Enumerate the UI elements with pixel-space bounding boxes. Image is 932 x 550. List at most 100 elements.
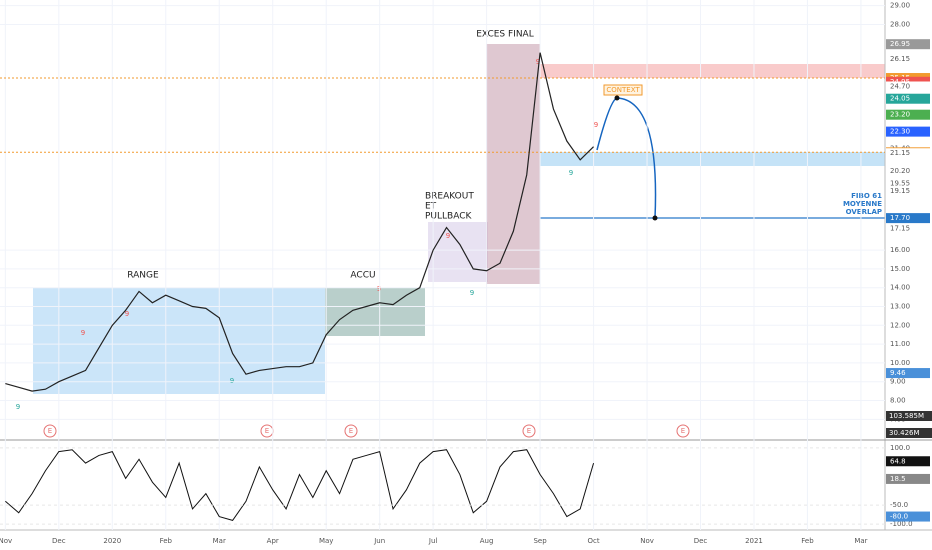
earnings-marker bbox=[43, 424, 57, 438]
price-tag: 19.15 bbox=[890, 187, 910, 195]
price-tag: 20.20 bbox=[890, 167, 910, 175]
exces-box bbox=[486, 44, 540, 284]
count-label: 9 bbox=[81, 329, 85, 337]
price-tag: 64.8 bbox=[890, 457, 906, 465]
y-tick-label: 100.0 bbox=[890, 444, 910, 452]
annotation: OVERLAP bbox=[846, 208, 882, 216]
earnings-marker bbox=[676, 424, 690, 438]
price-tag-bg bbox=[886, 223, 930, 234]
supply-zone bbox=[540, 64, 885, 78]
breakout-box bbox=[428, 222, 488, 282]
x-tick-label: Feb bbox=[160, 537, 173, 545]
price-tag: 24.70 bbox=[890, 82, 910, 90]
y-tick-label: 12.00 bbox=[890, 321, 910, 329]
price-tag-bg bbox=[886, 511, 930, 522]
price-tag-bg bbox=[886, 148, 930, 159]
earnings-marker bbox=[344, 424, 358, 438]
annotation: BREAKOUT bbox=[425, 192, 474, 202]
x-tick-label: Mar bbox=[213, 537, 226, 545]
price-tag-bg bbox=[886, 109, 930, 120]
x-tick-label: 2020 bbox=[103, 537, 121, 545]
price-tag-bg bbox=[886, 456, 930, 467]
annotation: ACCU bbox=[350, 271, 375, 281]
earnings-marker bbox=[522, 424, 536, 438]
volume-tag: 30.426M bbox=[889, 429, 920, 437]
price-tag: 17.15 bbox=[890, 224, 910, 232]
x-tick-label: May bbox=[319, 537, 333, 545]
count-label: 9 bbox=[230, 377, 234, 385]
price-tag: 18.5 bbox=[890, 475, 906, 483]
price-tag-bg bbox=[886, 178, 930, 189]
price-tag-bg bbox=[886, 368, 930, 379]
arrow-down bbox=[616, 97, 657, 219]
price-tag-bg bbox=[886, 473, 930, 484]
count-label: 9 bbox=[569, 169, 573, 177]
x-tick-label: Sep bbox=[533, 537, 547, 545]
annotation: ET bbox=[425, 202, 437, 212]
price-tag: 17.70 bbox=[890, 214, 910, 222]
demand-zone bbox=[540, 152, 885, 166]
earnings-label: E bbox=[349, 427, 353, 435]
y-tick-label: 10.00 bbox=[890, 359, 910, 367]
earnings-label: E bbox=[527, 427, 531, 435]
earnings-label: E bbox=[48, 427, 52, 435]
price-tag: 26.15 bbox=[890, 55, 910, 63]
range-box bbox=[33, 288, 325, 394]
price-tag: 19.55 bbox=[890, 179, 910, 187]
price-line bbox=[5, 52, 594, 392]
earnings-label: E bbox=[681, 427, 685, 435]
y-tick-label: 11.00 bbox=[890, 340, 910, 348]
y-tick-label: 15.00 bbox=[890, 265, 910, 273]
earnings-label: E bbox=[265, 427, 269, 435]
volume-tag-bg bbox=[886, 428, 932, 438]
x-tick-label: Nov bbox=[640, 537, 654, 545]
x-tick-label: 2021 bbox=[745, 537, 763, 545]
accu-box bbox=[325, 288, 425, 336]
y-tick-label: 8.00 bbox=[890, 397, 906, 405]
y-tick-label: 28.00 bbox=[890, 20, 910, 28]
earnings-markers: E E E E E bbox=[43, 424, 690, 438]
annotation: CONTEXT bbox=[606, 86, 640, 94]
count-label: 9 bbox=[377, 285, 381, 293]
price-tag: 24.05 bbox=[890, 95, 910, 103]
count-label: 9 bbox=[446, 232, 450, 240]
price-tag: 26.95 bbox=[890, 40, 910, 48]
price-tag: 9.46 bbox=[890, 369, 906, 377]
annotation: MOYENNE bbox=[843, 200, 882, 208]
x-tick-label: Feb bbox=[801, 537, 814, 545]
price-tag: 23.20 bbox=[890, 111, 910, 119]
y-tick-label: 13.00 bbox=[890, 302, 910, 310]
price-tag: -80.0 bbox=[890, 513, 908, 521]
x-tick-label: Aug bbox=[480, 537, 494, 545]
price-tag: 21.15 bbox=[890, 149, 910, 157]
count-label: 9 bbox=[470, 289, 474, 297]
price-tag-bg bbox=[886, 39, 930, 50]
count-label: 9 bbox=[125, 310, 129, 318]
oscillator-line bbox=[5, 449, 595, 521]
count-label: 9 bbox=[16, 403, 20, 411]
context-box bbox=[603, 84, 643, 96]
x-tick-label: Apr bbox=[267, 537, 279, 545]
price-tag-bg bbox=[886, 81, 930, 92]
price-tag-bg bbox=[886, 93, 930, 104]
price-tag: 22.30 bbox=[890, 128, 910, 136]
x-tick-label: Dec bbox=[52, 537, 66, 545]
arrow-node bbox=[652, 215, 658, 221]
annotation: PULLBACK bbox=[425, 212, 473, 222]
y-tick-label: -100.0 bbox=[890, 520, 913, 528]
price-tag-bg bbox=[886, 54, 930, 65]
price-tag-bg bbox=[886, 166, 930, 177]
y-tick-label: 14.00 bbox=[890, 284, 910, 292]
volume-tag-bg bbox=[886, 411, 932, 421]
x-tick-label: Mar bbox=[854, 537, 867, 545]
annotation: FIBO 61 bbox=[851, 192, 882, 200]
count-label: 9 bbox=[536, 58, 540, 66]
volume-tag: 103.585M bbox=[889, 412, 924, 420]
x-tick-label: Jun bbox=[373, 537, 385, 545]
x-tick-label: Dec bbox=[694, 537, 708, 545]
price-tag-bg bbox=[886, 185, 930, 196]
x-tick-label: Jul bbox=[428, 537, 438, 545]
y-tick-label: 9.00 bbox=[890, 378, 906, 386]
arrow-node bbox=[614, 95, 620, 101]
